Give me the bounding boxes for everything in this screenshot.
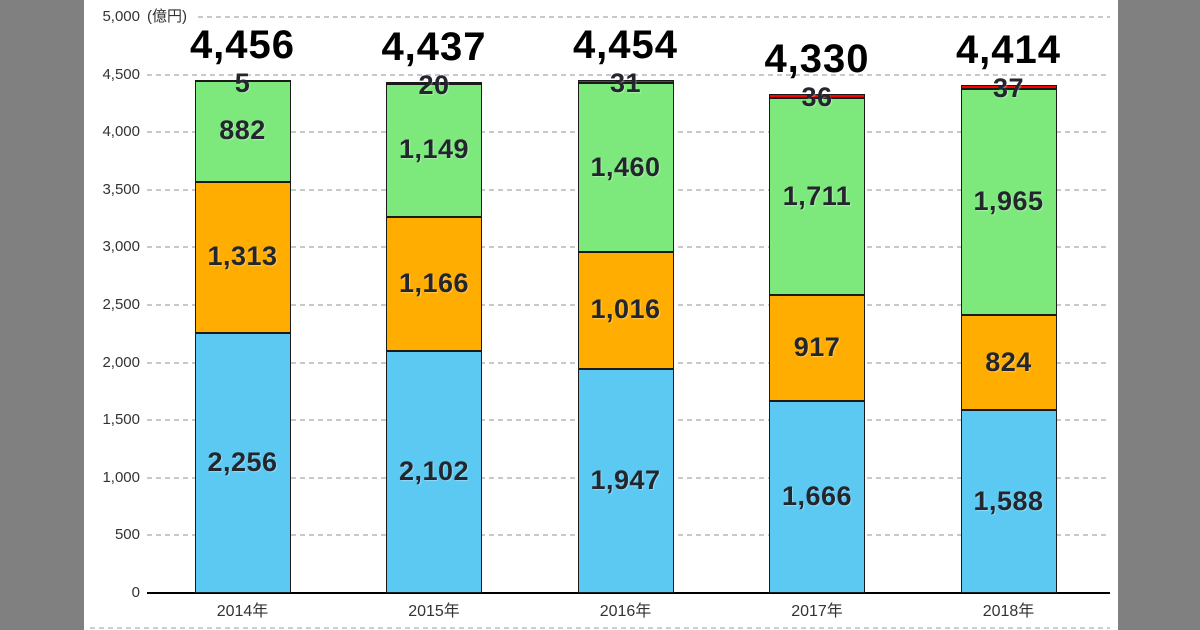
- bottom-crop-gridline: [90, 627, 1110, 629]
- segment-value-segment-upper-green-2017年: 1,711: [782, 180, 852, 211]
- x-tick-label-2016年: 2016年: [599, 603, 652, 620]
- bar-segment-segment-top-red-2018年: [960, 84, 1057, 89]
- y-tick-label-1500: 1,500: [102, 411, 140, 429]
- chart-panel: (億円) 0 500 1,000 1,500 2,000 2,500 3,000 3,500 4…: [84, 0, 1118, 630]
- segment-value-segment-bottom-blue-2016年: 1,947: [590, 464, 661, 495]
- segment-value-segment-top-red-2017年: 36: [801, 82, 833, 113]
- total-value-2014年: 4,456: [189, 22, 296, 67]
- segment-value-segment-upper-green-2018年: 1,965: [973, 185, 1044, 216]
- bar-segment-segment-top-red-2016年: [577, 79, 674, 84]
- y-tick-label-3000: 3,000: [102, 238, 140, 256]
- segment-value-segment-top-red-2015年: 20: [418, 69, 450, 100]
- y-tick-label-5000: 5,000: [102, 8, 140, 25]
- total-value-2017年: 4,330: [764, 37, 870, 82]
- y-axis-unit-label: (億円): [147, 8, 187, 25]
- bar-segment-segment-upper-green-2015年: [386, 84, 482, 217]
- segment-value-segment-top-red-2014年: 5: [234, 67, 251, 98]
- x-tick-label-2018年: 2018年: [982, 603, 1035, 620]
- segment-value-segment-bottom-blue-2014年: 2,256: [207, 447, 278, 478]
- bar-segment-segment-bottom-blue-2017年: [769, 401, 865, 593]
- bar-segment-segment-upper-green-2018年: [960, 88, 1057, 316]
- bar-segment-segment-upper-green-2017年: [769, 98, 865, 296]
- bar-segment-segment-middle-orange-2014年: [194, 181, 291, 334]
- y-tick-label-3500: 3,500: [102, 180, 140, 198]
- bar-segment-segment-middle-orange-2016年: [577, 251, 674, 369]
- total-value-2018年: 4,414: [955, 27, 1062, 72]
- segment-value-segment-top-red-2018年: 37: [992, 72, 1025, 103]
- y-tick-label-2000: 2,000: [102, 353, 140, 371]
- segment-value-segment-middle-orange-2017年: 917: [793, 332, 841, 363]
- x-axis-line: [147, 592, 1110, 594]
- bar-segment-segment-upper-green-2016年: [577, 83, 674, 252]
- segment-value-segment-middle-orange-2018年: 824: [985, 346, 1032, 377]
- bar-segment-segment-middle-orange-2015年: [386, 216, 482, 351]
- segment-value-segment-upper-green-2015年: 1,149: [398, 134, 470, 165]
- segment-value-segment-top-red-2016年: 31: [609, 67, 642, 98]
- bar-segment-segment-bottom-blue-2014年: [194, 333, 291, 593]
- segment-value-segment-middle-orange-2016年: 1,016: [590, 294, 661, 325]
- bar-segment-segment-upper-green-2014年: [194, 80, 291, 182]
- y-tick-label-500: 500: [114, 526, 140, 544]
- bar-segment-segment-top-red-2017年: [769, 94, 865, 99]
- y-tick-label-0: 0: [131, 584, 140, 601]
- bar-segment-segment-bottom-blue-2016年: [577, 368, 674, 593]
- bar-segment-segment-middle-orange-2018年: [960, 315, 1057, 411]
- total-value-2015年: 4,437: [381, 24, 487, 69]
- gridline-5000: [198, 16, 1110, 18]
- bar-segment-segment-top-red-2015年: [386, 81, 482, 85]
- bar-segment-segment-bottom-blue-2018年: [960, 410, 1057, 593]
- segment-value-segment-middle-orange-2014年: 1,313: [207, 241, 278, 272]
- y-tick-label-4500: 4,500: [102, 65, 140, 83]
- segment-value-segment-bottom-blue-2015年: 2,102: [398, 455, 470, 486]
- gridline-4500: [147, 73, 1110, 76]
- x-tick-label-2015年: 2015年: [408, 603, 460, 620]
- segment-value-segment-bottom-blue-2017年: 1,666: [781, 481, 853, 512]
- bar-segment-segment-middle-orange-2017年: [769, 295, 865, 402]
- y-tick-label-1000: 1,000: [102, 468, 140, 486]
- segment-value-segment-upper-green-2016年: 1,460: [590, 151, 661, 182]
- segment-value-segment-bottom-blue-2018年: 1,588: [973, 485, 1044, 516]
- segment-value-segment-middle-orange-2015年: 1,166: [398, 267, 470, 298]
- x-tick-label-2017年: 2017年: [791, 603, 843, 620]
- bar-segment-segment-bottom-blue-2015年: [386, 350, 482, 593]
- x-tick-label-2014年: 2014年: [216, 603, 269, 620]
- y-tick-label-4000: 4,000: [102, 123, 140, 141]
- bar-segment-segment-top-red-2014年: [194, 79, 291, 82]
- total-value-2016年: 4,454: [572, 22, 679, 67]
- segment-value-segment-upper-green-2014年: 882: [219, 115, 266, 146]
- y-tick-label-2500: 2,500: [102, 296, 140, 313]
